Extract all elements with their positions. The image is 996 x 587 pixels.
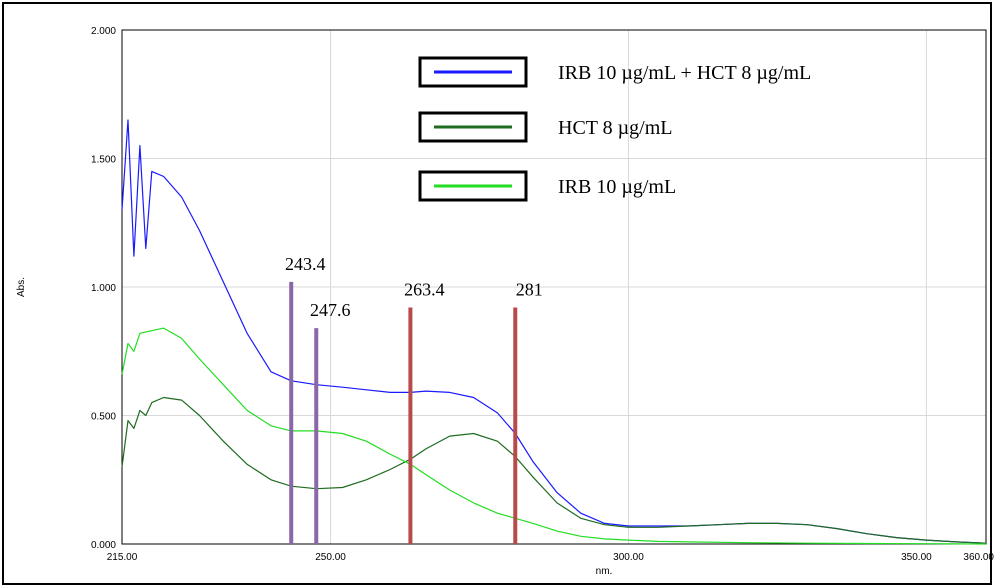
- marker-label: 243.4: [285, 254, 326, 274]
- marker-label: 263.4: [404, 280, 445, 300]
- marker-layer: 243.4 247.6 263.4 281: [285, 254, 543, 544]
- series-layer: [121, 119, 987, 545]
- x-tick-label: 360.00: [963, 552, 994, 563]
- y-ticks: 0.000 0.500 1.000 1.500 2.000: [91, 26, 116, 551]
- series-line-0: [121, 119, 987, 544]
- series-line-2: [121, 327, 987, 545]
- legend-label: IRB 10 µg/mL: [558, 176, 676, 198]
- y-axis-label: Abs.: [16, 277, 27, 297]
- y-tick-label: 0.500: [91, 412, 116, 423]
- plot-border: [121, 29, 987, 545]
- y-tick-label: 2.000: [91, 26, 116, 37]
- legend-label: IRB 10 µg/mL + HCT 8 µg/mL: [558, 62, 811, 84]
- marker-label: 281: [516, 280, 543, 300]
- y-tick-label: 1.000: [91, 283, 116, 294]
- x-axis-label: nm.: [596, 566, 613, 577]
- legend: IRB 10 µg/mL + HCT 8 µg/mL HCT 8 µg/mL IRB…: [418, 56, 811, 202]
- y-tick-label: 0.000: [91, 540, 116, 551]
- legend-label: HCT 8 µg/mL: [558, 117, 673, 139]
- marker-label: 247.6: [310, 300, 351, 320]
- x-tick-label: 250.00: [315, 552, 346, 563]
- x-ticks: 215.00 250.00 300.00 350.00 360.00: [107, 552, 995, 563]
- series-line-1: [121, 396, 987, 544]
- x-tick-label: 300.00: [613, 552, 644, 563]
- x-tick-label: 350.00: [901, 552, 932, 563]
- y-tick-label: 1.500: [91, 155, 116, 166]
- x-tick-label: 215.00: [107, 552, 138, 563]
